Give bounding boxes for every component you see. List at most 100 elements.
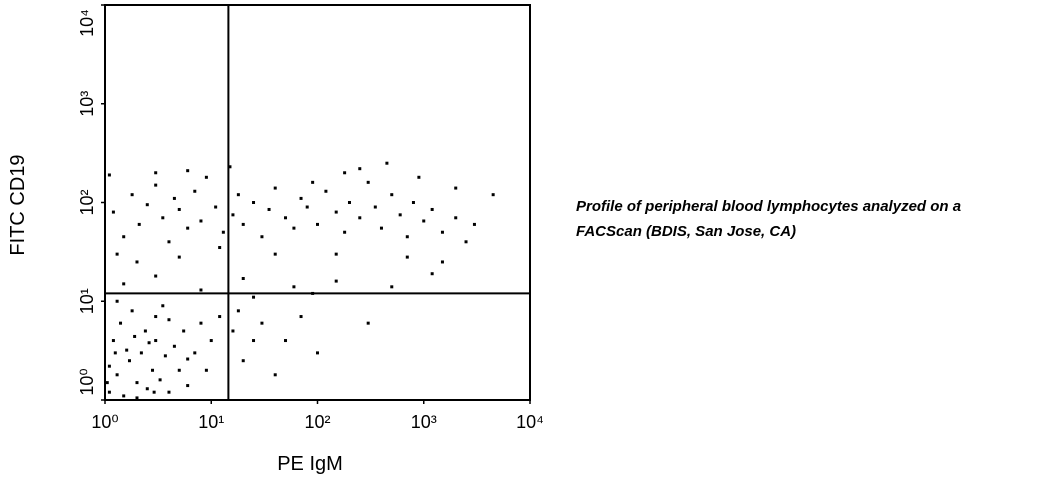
plot-panel <box>0 0 545 478</box>
y-axis-label: FITC CD19 <box>7 154 29 255</box>
point <box>111 210 115 214</box>
point <box>366 321 370 325</box>
point <box>177 368 181 372</box>
point <box>334 252 338 256</box>
point <box>385 161 389 165</box>
x-axis-label: PE IgM <box>277 453 343 475</box>
point <box>204 368 208 372</box>
point <box>172 344 176 348</box>
point <box>454 186 458 190</box>
point <box>324 189 328 193</box>
point <box>186 226 190 230</box>
point <box>161 304 165 308</box>
x-tick-label: 10³ <box>411 412 437 432</box>
point <box>343 171 347 175</box>
point <box>334 279 338 283</box>
point <box>221 230 225 234</box>
point <box>139 351 143 355</box>
point <box>358 167 362 171</box>
point <box>125 348 129 352</box>
point <box>464 240 468 244</box>
point <box>154 183 158 187</box>
point <box>373 205 377 209</box>
point <box>218 246 222 250</box>
point <box>214 205 218 209</box>
x-tick-label: 10⁴ <box>516 412 544 432</box>
point <box>405 255 409 259</box>
point <box>133 334 137 338</box>
y-tick-label: 10⁰ <box>77 368 97 395</box>
point <box>379 226 383 230</box>
point <box>260 235 264 239</box>
point <box>273 373 277 377</box>
point <box>145 203 149 207</box>
point <box>199 321 203 325</box>
point <box>167 390 171 394</box>
point <box>236 309 240 313</box>
y-tick-label: 10¹ <box>77 288 97 314</box>
y-tick-label: 10⁴ <box>77 9 97 37</box>
point <box>430 272 434 276</box>
point <box>236 193 240 197</box>
point <box>417 175 421 179</box>
point <box>311 180 315 184</box>
point <box>135 260 139 264</box>
y-tick-label: 10³ <box>77 91 97 117</box>
point <box>241 276 245 280</box>
point <box>115 299 119 303</box>
point <box>119 321 123 325</box>
point <box>260 321 264 325</box>
point <box>334 210 338 214</box>
point <box>158 378 162 382</box>
point <box>115 373 119 377</box>
point <box>204 175 208 179</box>
point <box>491 193 495 197</box>
point <box>422 219 426 223</box>
point <box>130 193 134 197</box>
caption-line: Profile of peripheral blood lymphocytes … <box>576 198 961 215</box>
point <box>284 216 288 220</box>
point <box>161 216 165 220</box>
point <box>199 288 203 292</box>
point <box>228 165 232 169</box>
point <box>143 329 147 333</box>
point <box>358 216 362 220</box>
point <box>115 252 119 256</box>
point <box>430 207 434 211</box>
point <box>172 196 176 200</box>
point <box>167 318 171 322</box>
point <box>152 390 156 394</box>
point <box>105 381 109 385</box>
point <box>440 260 444 264</box>
point <box>193 351 197 355</box>
point <box>218 315 222 319</box>
point <box>284 339 288 343</box>
point <box>145 387 149 391</box>
point <box>305 205 309 209</box>
point <box>316 222 319 226</box>
point <box>113 351 117 355</box>
point <box>122 235 126 239</box>
x-tick-label: 10⁰ <box>91 412 118 432</box>
point <box>405 235 409 239</box>
point <box>111 339 115 343</box>
point <box>411 201 415 204</box>
point <box>252 339 256 343</box>
point <box>177 207 181 211</box>
point <box>231 213 235 217</box>
point <box>209 339 213 343</box>
point <box>343 230 347 234</box>
point <box>147 341 151 345</box>
point <box>154 171 158 175</box>
point <box>390 285 394 289</box>
point <box>135 396 139 400</box>
point <box>186 357 190 361</box>
point <box>440 230 444 234</box>
point <box>231 329 235 333</box>
point <box>299 315 303 319</box>
point <box>154 274 158 278</box>
point <box>137 222 141 226</box>
point <box>199 219 203 223</box>
point <box>107 364 111 368</box>
